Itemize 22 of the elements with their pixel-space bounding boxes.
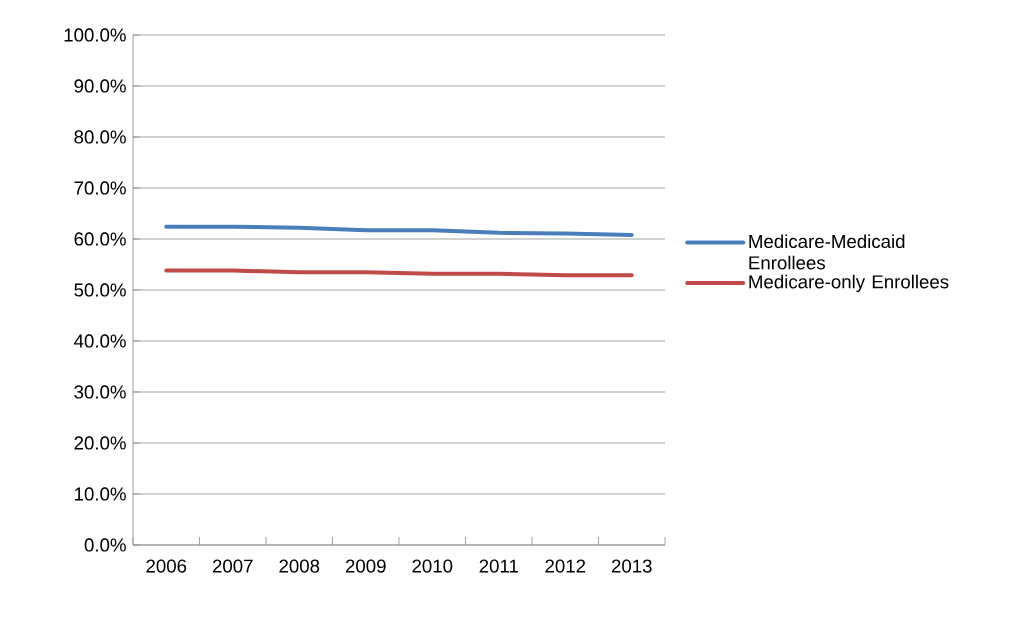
y-tick-label: 0.0% [84,538,126,552]
y-tick-label: 10.0% [75,487,126,501]
y-tick-label: 20.0% [74,436,126,450]
y-tick-label: 60.0% [74,232,126,246]
x-tick-label: 2006 [146,559,187,573]
y-tick-label: 90.0% [74,79,126,93]
y-tick-label: 70.0% [74,181,126,195]
x-tick-label: 2007 [212,559,253,573]
x-tick-label: 2011 [479,559,518,573]
y-tick-label: 40.0% [74,334,126,348]
y-tick-label: 30.0% [74,385,126,399]
x-tick-label: 2012 [545,559,586,573]
x-tick-label: 2009 [345,559,386,573]
legend-label: Medicare-Medicaid Enrollees [749,234,905,270]
x-tick-label: 2008 [279,559,320,573]
x-tick-label: 2013 [611,559,652,573]
y-tick-label: 80.0% [74,130,126,144]
line-series [164,224,634,237]
x-tick-label: 2010 [412,559,453,573]
y-tick-label: 100.0% [64,28,126,42]
legend-label: Medicare-only Enrollees [749,274,949,293]
y-tick-label: 50.0% [74,283,126,297]
